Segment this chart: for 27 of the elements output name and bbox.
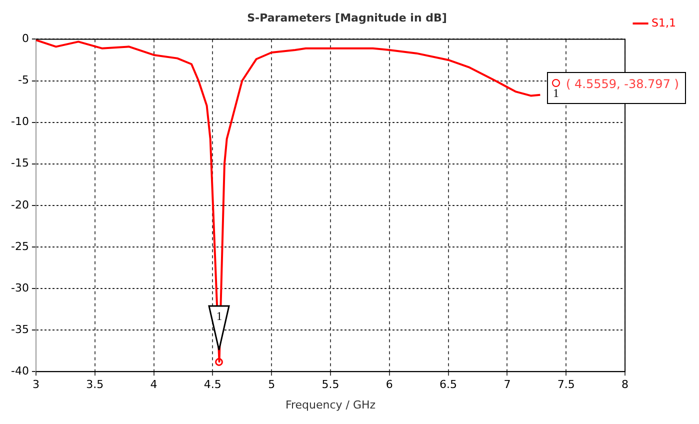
x-tick-label: 4.5 (204, 378, 222, 392)
y-tick-label: -25 (11, 240, 29, 253)
annotation: 1 (553, 86, 560, 100)
annotation: ( 4.5559, -38.797 ) (566, 76, 679, 92)
y-tick-label: -40 (11, 364, 29, 378)
x-tick-label: 6.5 (440, 378, 458, 392)
y-tick-label: 0 (22, 32, 29, 46)
x-tick-label: 3 (32, 378, 40, 392)
x-tick-label: 7.5 (557, 378, 575, 392)
annotation: 1 (215, 308, 224, 324)
chart-title: S-Parameters [Magnitude in dB] (247, 11, 447, 24)
y-tick-label: -10 (11, 115, 29, 128)
x-tick-label: 6 (386, 378, 393, 392)
y-tick-label: -5 (18, 74, 29, 87)
x-tick-label: 5 (268, 378, 276, 392)
x-tick-label: 8 (622, 378, 629, 392)
marker-callout: 1 ( 4.5559, -38.797 ) (547, 72, 686, 104)
x-tick-label: 7 (504, 378, 511, 392)
x-tick-label: 4 (150, 378, 158, 392)
x-tick-label: 5.5 (322, 378, 340, 392)
x-tick-label: 3.5 (86, 378, 104, 392)
y-tick-label: -35 (11, 322, 29, 336)
y-tick-label: -30 (11, 281, 29, 294)
legend-label: S1,1 (652, 16, 676, 30)
y-tick-label: -20 (11, 198, 29, 212)
y-tick-label: -15 (11, 156, 29, 170)
x-axis-title: Frequency / GHz (285, 398, 376, 412)
